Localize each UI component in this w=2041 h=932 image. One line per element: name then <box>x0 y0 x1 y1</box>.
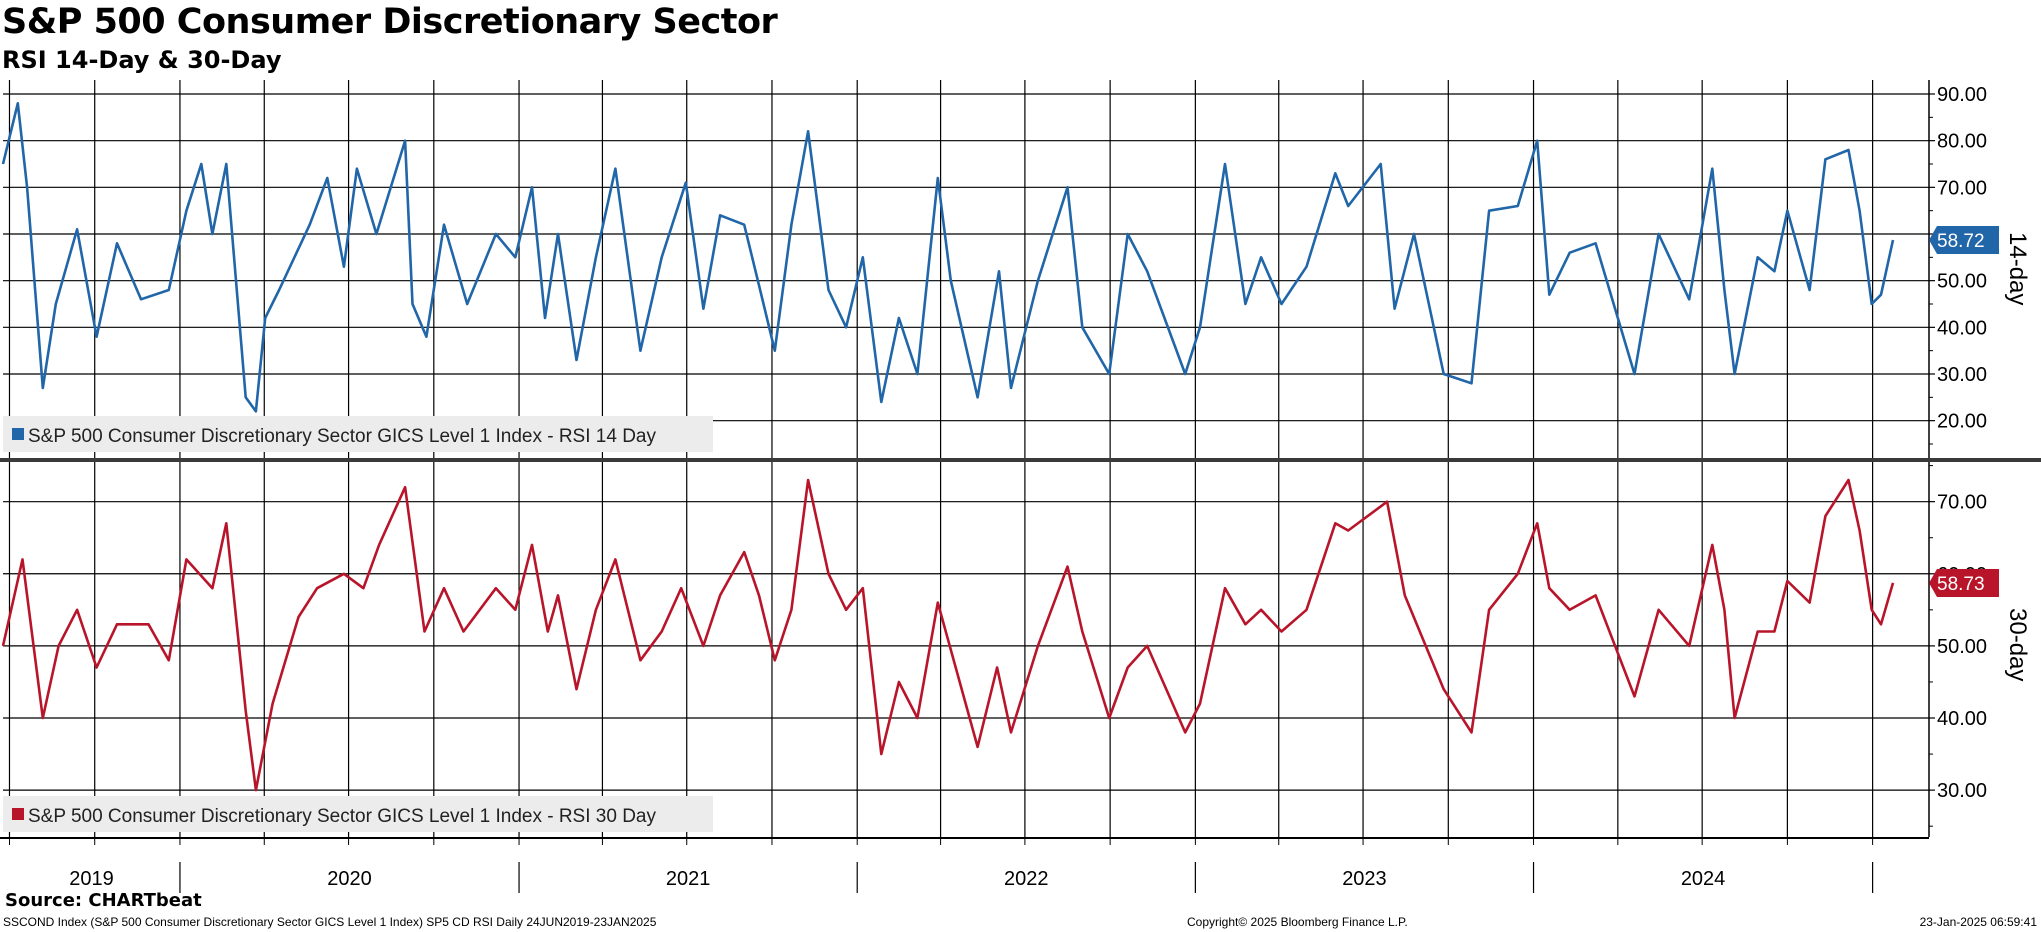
page-title: S&P 500 Consumer Discretionary Sector <box>2 2 778 42</box>
y-tick-label: 50.00 <box>1937 271 1987 293</box>
x-tick-label: 2023 <box>1342 868 1387 890</box>
y-tick-label: 70.00 <box>1937 177 1987 199</box>
rsi14-series-line <box>1 102 1895 413</box>
x-tick-label: 2021 <box>666 868 711 890</box>
y-tick-label: 90.00 <box>1937 84 1987 106</box>
rsi14-gridlines <box>3 80 1929 458</box>
x-axis-line <box>0 837 1929 839</box>
rsi30-legend: S&P 500 Consumer Discretionary Sector GI… <box>3 796 713 832</box>
rsi30-series-line <box>1 478 1895 792</box>
rsi14-last-value: 58.72 <box>1937 231 1985 252</box>
y-tick-label: 40.00 <box>1937 317 1987 339</box>
x-tick-label: 2019 <box>69 868 114 890</box>
rsi14-last-value-badge: 58.72 <box>1929 225 1999 254</box>
timestamp: 23-Jan-2025 06:59:41 <box>1919 915 2037 929</box>
rsi14-legend: S&P 500 Consumer Discretionary Sector GI… <box>3 416 713 452</box>
rsi30-axis-label: 30-day <box>2004 608 2031 681</box>
y-tick-label: 70.00 <box>1937 492 1987 514</box>
rsi30-legend-swatch <box>12 808 24 820</box>
y-tick-label: 40.00 <box>1937 708 1987 730</box>
rsi30-legend-label: S&P 500 Consumer Discretionary Sector GI… <box>28 806 656 827</box>
source-note: Source: CHARTbeat <box>5 890 202 911</box>
rsi14-legend-label: S&P 500 Consumer Discretionary Sector GI… <box>28 426 656 447</box>
y-tick-label: 20.00 <box>1937 411 1987 433</box>
y-tick-label: 30.00 <box>1937 364 1987 386</box>
y-tick-label: 30.00 <box>1937 780 1987 802</box>
x-tick-label: 2024 <box>1681 868 1726 890</box>
x-tick-label: 2022 <box>1004 868 1049 890</box>
x-axis: 2019 2020 2021 2022 2023 2024 <box>8 837 1874 893</box>
page-subtitle: RSI 14-Day & 30-Day <box>2 46 282 74</box>
y-tick-label: 80.00 <box>1937 131 1987 153</box>
x-tick-label: 2020 <box>327 868 372 890</box>
panel-separator <box>0 458 2041 462</box>
copyright-notice: Copyright© 2025 Bloomberg Finance L.P. <box>1187 915 1408 929</box>
chart-description: SSCOND Index (S&P 500 Consumer Discretio… <box>3 915 657 929</box>
rsi30-gridlines <box>3 462 1929 837</box>
rsi14-axis-label: 14-day <box>2004 232 2031 305</box>
rsi14-legend-swatch <box>12 428 24 440</box>
rsi30-last-value-badge: 58.73 <box>1929 568 1999 597</box>
y-tick-label: 50.00 <box>1937 636 1987 658</box>
rsi30-last-value: 58.73 <box>1937 574 1985 595</box>
